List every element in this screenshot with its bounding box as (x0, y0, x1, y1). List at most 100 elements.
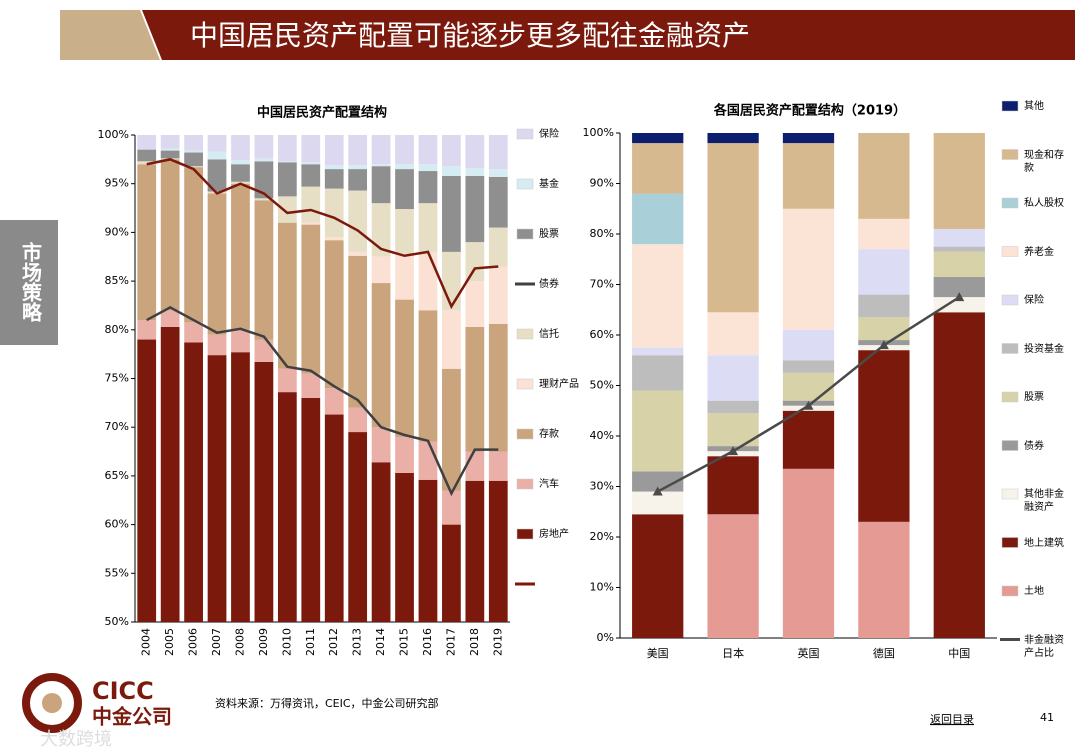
bar-segment (207, 151, 227, 160)
bar-segment (395, 436, 414, 473)
bar-segment (348, 251, 368, 256)
bar-segment (465, 135, 485, 169)
bar-segment (324, 188, 344, 238)
y-tick-label: 85% (105, 274, 129, 287)
bar-segment (442, 251, 461, 311)
legend-symbol (516, 428, 534, 440)
y-tick-label: 95% (105, 177, 129, 190)
legend-symbol (1001, 391, 1019, 403)
x-tick-label: 2012 (327, 628, 340, 656)
line (146, 158, 499, 310)
legend-label: 养老金 (1024, 246, 1054, 258)
bar-segment (933, 312, 985, 638)
bar-segment (632, 193, 684, 245)
bar-segment (395, 472, 414, 622)
bar-segment (207, 334, 227, 356)
legend-symbol (1001, 149, 1019, 160)
legend-label: 私人股权 (1024, 198, 1064, 209)
legend-label: 其他非金融资产 (1024, 489, 1064, 513)
logo-ring (22, 673, 82, 733)
logo-cn: 中金公司 (92, 705, 172, 729)
bar-segment (371, 164, 391, 167)
bar-segment (277, 368, 297, 393)
bar-segment (782, 372, 835, 401)
bar-segment (371, 427, 391, 463)
bar-segment (465, 326, 485, 452)
bar-segment (442, 175, 461, 252)
bar-segment (184, 152, 203, 167)
y-tick-label: 55% (105, 566, 129, 579)
legend-label: 土地 (1024, 586, 1044, 597)
bar-segment (231, 329, 250, 353)
x-tick-label: 2015 (398, 628, 411, 656)
bar-segment (395, 299, 414, 437)
legend-symbol (516, 228, 534, 240)
bar-segment (277, 162, 297, 197)
x-tick-label: 2004 (140, 628, 153, 656)
bar-segment (707, 400, 759, 414)
page-number: 41 (1040, 711, 1054, 724)
x-tick-label: 美国 (647, 647, 669, 660)
bar-segment (858, 218, 910, 250)
bar-segment (137, 161, 157, 165)
bar-segment (933, 228, 985, 247)
y-tick-label: 10% (590, 581, 614, 594)
legend-symbol (1001, 294, 1019, 306)
y-tick-label: 65% (105, 469, 129, 482)
bar-segment (301, 162, 321, 165)
bar-segment (632, 491, 684, 515)
bar-segment (231, 135, 250, 161)
y-tick-label: 100% (583, 126, 614, 139)
bar-segment (933, 251, 985, 277)
bar-segment (371, 135, 391, 165)
bar-segment (442, 310, 461, 369)
banner-accent (60, 10, 160, 60)
bar-segment (324, 169, 344, 189)
y-tick-label: 75% (105, 372, 129, 385)
bar-segment (488, 135, 508, 170)
bar-segment (782, 468, 835, 638)
legend-symbol (1001, 197, 1019, 209)
bar-segment (254, 339, 274, 362)
bar-segment (933, 133, 985, 229)
x-tick-label: 2019 (491, 628, 504, 656)
legend-label: 房地产 (539, 529, 569, 540)
y-tick-label: 60% (590, 328, 614, 341)
bar-segment (371, 256, 391, 284)
bar-segment (632, 244, 684, 348)
bar-segment (465, 451, 485, 481)
sidebar-label: 市场策略 (19, 241, 43, 323)
bar-segment (418, 251, 438, 311)
legend-label: 理财产品 (539, 379, 579, 390)
bar-segment (707, 312, 759, 356)
chart-title: 中国居民资产配置结构 (257, 105, 387, 121)
bar-segment (782, 360, 835, 373)
bar-segment (395, 135, 414, 165)
y-tick-label: 50% (590, 379, 614, 392)
back-link[interactable]: 返回目录 (930, 713, 974, 726)
bar-segment (371, 203, 391, 257)
bar-segment (324, 414, 344, 622)
bar-segment (632, 355, 684, 391)
bar-segment (160, 159, 180, 311)
bar-segment (418, 164, 438, 172)
line-marker (728, 446, 739, 456)
legend-symbol (516, 478, 534, 490)
legend-symbol (516, 328, 534, 340)
x-tick-label: 2016 (421, 628, 434, 656)
bar-segment (348, 135, 368, 166)
bar-segment (160, 148, 180, 151)
bar-segment (442, 166, 461, 176)
legend-symbol (1001, 537, 1019, 548)
legend-label: 基金 (539, 179, 559, 190)
bar-segment (465, 242, 485, 282)
bar-segment (184, 322, 203, 343)
bar-segment (858, 294, 910, 318)
source: 资料来源：万得资讯，CEIC，中金公司研究部 (215, 696, 439, 710)
bar-segment (782, 208, 835, 330)
y-tick-label: 80% (590, 227, 614, 240)
bar-segment (707, 456, 759, 515)
legend-symbol (516, 178, 534, 190)
bar-segment (301, 397, 321, 622)
y-tick-label: 80% (105, 323, 129, 336)
